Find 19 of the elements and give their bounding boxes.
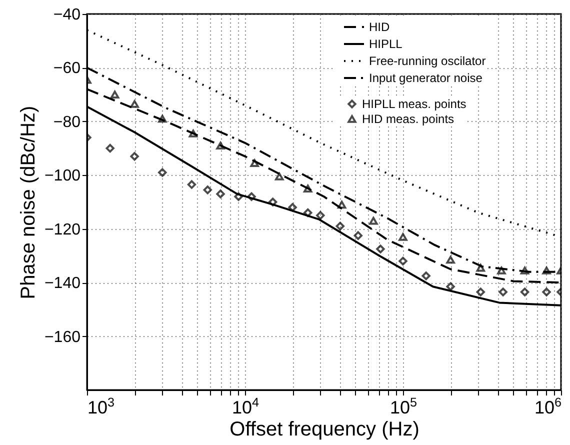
y-tick-label: −140 (44, 275, 81, 292)
x-tick-label: 10$^{6}$ (534, 396, 562, 418)
legend-label: HID (369, 20, 390, 34)
x-tick-label: 10$^{3}$ (88, 396, 115, 418)
y-tick-label: −100 (44, 168, 81, 185)
legend-label: Free-running oscilator (369, 54, 486, 68)
legend-label: HID meas. points (362, 112, 454, 126)
y-tick-label: −60 (53, 60, 81, 78)
y-tick-label: −40 (53, 6, 81, 24)
y-tick-label: −160 (44, 328, 81, 346)
x-axis-title: Offset frequency (Hz) (230, 418, 420, 440)
legend-label: HIPLL (369, 37, 403, 51)
x-tick-label: 10$^{5}$ (390, 396, 418, 418)
legend-label: HIPLL meas. points (362, 97, 466, 111)
x-tick-label: 10$^{4}$ (232, 396, 260, 418)
legend-label: Input generator noise (369, 71, 483, 85)
y-axis-title: Phase noise (dBc/Hz) (17, 106, 40, 300)
y-tick-label: −120 (44, 221, 81, 238)
y-tick-label: −80 (53, 114, 81, 131)
